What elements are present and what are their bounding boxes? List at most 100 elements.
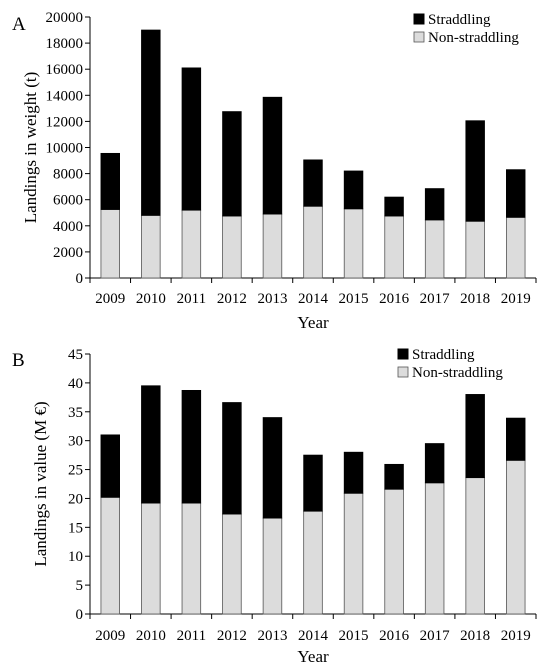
y-tick-label: 16000 <box>46 62 84 78</box>
bar-non-straddling <box>222 215 242 279</box>
panel-label: A <box>12 14 26 35</box>
x-tick-label: 2011 <box>177 628 206 644</box>
x-tick-label: 2012 <box>217 291 247 307</box>
bar-straddling <box>141 385 161 504</box>
x-tick-label: 2019 <box>501 291 531 307</box>
x-tick-label: 2017 <box>420 628 451 644</box>
bar-non-straddling <box>506 459 526 615</box>
bar-non-straddling <box>141 214 161 279</box>
y-tick-label: 12000 <box>46 114 84 130</box>
legend-swatch-straddling <box>413 13 425 25</box>
x-tick-label: 2016 <box>379 291 410 307</box>
bar-non-straddling <box>424 219 445 279</box>
y-tick-label: 45 <box>68 347 83 363</box>
legend-label-straddling: Straddling <box>428 12 491 28</box>
bar-non-straddling <box>303 205 323 279</box>
bar-straddling <box>303 159 323 207</box>
x-tick-label: 2010 <box>136 291 166 307</box>
y-tick-label: 2000 <box>53 245 83 261</box>
bar-straddling <box>222 111 242 217</box>
bar-straddling <box>465 120 485 222</box>
bar-straddling <box>303 454 323 512</box>
y-tick-label: 18000 <box>46 36 84 52</box>
y-tick-label: 4000 <box>53 219 83 235</box>
y-tick-label: 10000 <box>46 141 84 157</box>
y-tick-label: 8000 <box>53 167 83 183</box>
legend-label-non-straddling: Non-straddling <box>412 365 503 381</box>
bar-non-straddling <box>465 220 485 279</box>
y-tick-label: 5 <box>76 578 84 594</box>
y-tick-label: 10 <box>68 549 83 565</box>
y-tick-label: 35 <box>68 405 83 421</box>
bar-non-straddling <box>262 517 283 615</box>
x-tick-label: 2014 <box>298 628 329 644</box>
x-tick-label: 2011 <box>177 291 206 307</box>
y-tick-label: 14000 <box>46 88 84 104</box>
bar-non-straddling <box>384 215 404 279</box>
bar-straddling <box>343 451 364 494</box>
bar-non-straddling <box>424 482 445 615</box>
panel-label: B <box>12 350 25 371</box>
x-axis-label: Year <box>297 313 329 332</box>
x-tick-label: 2009 <box>95 291 125 307</box>
y-axis-label: Landings in weight (t) <box>21 72 40 224</box>
x-tick-label: 2013 <box>257 291 287 307</box>
bar-straddling <box>506 417 526 461</box>
bar-straddling <box>384 463 404 490</box>
bar-non-straddling <box>222 513 242 615</box>
x-tick-label: 2016 <box>379 628 410 644</box>
bar-straddling <box>262 96 283 215</box>
bar-non-straddling <box>181 502 202 615</box>
bar-non-straddling <box>465 477 485 615</box>
x-tick-label: 2018 <box>460 628 490 644</box>
legend-label-straddling: Straddling <box>412 347 475 363</box>
bar-non-straddling <box>100 496 120 615</box>
bar-non-straddling <box>181 209 202 279</box>
y-tick-label: 0 <box>76 607 84 623</box>
bar-straddling <box>384 196 404 217</box>
legend-swatch-non-straddling <box>397 366 409 378</box>
legend-swatch-straddling <box>397 348 409 360</box>
y-tick-label: 20 <box>68 491 83 507</box>
y-tick-label: 0 <box>76 271 84 287</box>
x-tick-label: 2017 <box>420 291 451 307</box>
y-tick-label: 20000 <box>46 10 84 26</box>
bar-non-straddling <box>262 213 283 279</box>
bar-non-straddling <box>303 510 323 615</box>
x-tick-label: 2015 <box>339 291 369 307</box>
legend-label-non-straddling: Non-straddling <box>428 30 519 46</box>
bar-non-straddling <box>506 216 526 279</box>
x-tick-label: 2009 <box>95 628 125 644</box>
bar-straddling <box>424 188 445 221</box>
bar-straddling <box>100 434 120 498</box>
y-tick-label: 15 <box>68 520 83 536</box>
bar-non-straddling <box>100 209 120 279</box>
legend-swatch-non-straddling <box>413 31 425 43</box>
bar-non-straddling <box>343 208 364 279</box>
y-tick-label: 25 <box>68 463 83 479</box>
x-axis-label: Year <box>297 647 329 666</box>
bar-straddling <box>181 67 202 211</box>
bar-non-straddling <box>343 492 364 615</box>
bar-straddling <box>141 29 161 216</box>
x-tick-label: 2013 <box>257 628 287 644</box>
bar-straddling <box>343 170 364 210</box>
bar-straddling <box>262 417 283 519</box>
bar-straddling <box>424 443 445 484</box>
x-tick-label: 2018 <box>460 291 490 307</box>
y-axis-label: Landings in value (M €) <box>31 401 50 566</box>
bar-straddling <box>181 389 202 504</box>
bar-straddling <box>506 169 526 218</box>
bar-straddling <box>465 394 485 479</box>
bar-non-straddling <box>384 488 404 615</box>
x-tick-label: 2014 <box>298 291 329 307</box>
x-tick-label: 2012 <box>217 628 247 644</box>
bar-straddling <box>100 152 120 210</box>
x-tick-label: 2010 <box>136 628 166 644</box>
y-tick-label: 30 <box>68 434 83 450</box>
x-tick-label: 2019 <box>501 628 531 644</box>
y-tick-label: 40 <box>68 376 83 392</box>
bar-straddling <box>222 402 242 515</box>
